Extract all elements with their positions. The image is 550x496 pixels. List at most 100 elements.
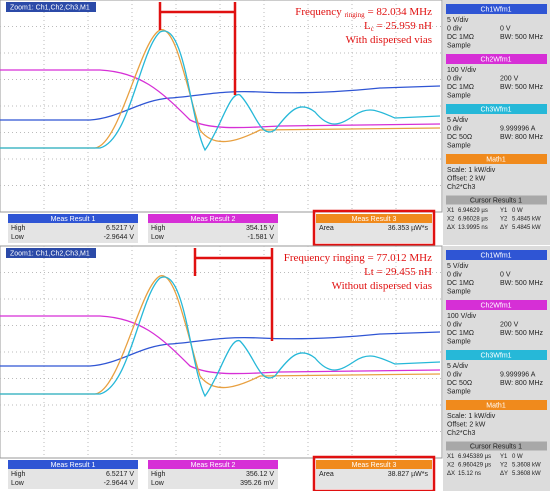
meas-header <box>316 460 432 469</box>
cursor-title: Cursor Results 1 <box>470 197 522 204</box>
channel-setting: Offset: 2 kW <box>447 175 486 182</box>
channel-header <box>446 104 547 114</box>
meas-value: -1.581 V <box>248 234 275 241</box>
annotation-part: Frequency <box>295 6 344 18</box>
annotation: With dispersed vias <box>346 34 432 46</box>
channel-setting: Sample <box>447 288 471 295</box>
waveform <box>0 275 441 395</box>
meas-title: Meas Result 2 <box>191 216 236 223</box>
meas-value: 354.15 V <box>246 225 274 232</box>
meas-label: Low <box>11 480 25 487</box>
channel-setting: BW: 500 MHz <box>500 280 544 287</box>
meas-body <box>8 469 138 489</box>
zoom-label: Zoom1: Ch1,Ch2,Ch3,M1 <box>10 4 90 11</box>
cursor-title: Cursor Results 1 <box>470 443 522 450</box>
channel-title: Ch3Wfm1 <box>480 352 511 359</box>
channel-setting: 0 V <box>500 271 511 278</box>
channel-setting: Sample <box>447 142 471 149</box>
zoom-tab <box>6 248 96 258</box>
channel-header <box>446 350 547 360</box>
annotation: Lt = 29.455 nH <box>364 266 432 278</box>
meas-body <box>316 469 432 489</box>
meas-body <box>8 223 138 243</box>
channel-title: Ch2Wfm1 <box>480 56 511 63</box>
channel-setting: 9.999996 A <box>500 371 536 378</box>
cursor-value: ΔX <box>447 225 455 231</box>
cursor-value: 0 W <box>512 454 523 460</box>
waveform <box>0 276 441 398</box>
channel-setting: DC 1MΩ <box>447 84 474 91</box>
meas-label: Low <box>151 480 165 487</box>
highlight-box <box>312 209 436 247</box>
cursor-value: Y1 <box>500 454 508 460</box>
channel-title: Ch1Wfm1 <box>480 252 511 259</box>
cursor-header <box>446 195 547 205</box>
cursor-value: 6.945389 µs <box>458 454 491 460</box>
channel-setting: 0 div <box>447 271 462 278</box>
cursor-value: 5.4845 kW <box>512 217 541 223</box>
zoom-label: Zoom1: Ch1,Ch2,Ch3,M1 <box>10 250 90 257</box>
meas-body <box>148 223 278 243</box>
meas-title: Meas Result 1 <box>51 216 96 223</box>
meas-label: High <box>11 471 26 478</box>
channel-setting: DC 50Ω <box>447 134 472 141</box>
meas-label: Area <box>319 225 334 232</box>
meas-value: 395.26 mV <box>240 480 274 487</box>
scope-panel: Zoom1: Ch1,Ch2,Ch3,M1 Frequency ringing =… <box>0 0 550 247</box>
channel-title: Math1 <box>486 402 506 409</box>
cursor-value: 13.9995 ns <box>458 225 488 231</box>
cursor-value: ΔX <box>447 471 455 477</box>
channel-setting: 0 div <box>447 371 462 378</box>
cursor-value: Y1 <box>500 208 508 214</box>
annotation-part: Lt = 29.455 nH <box>364 266 432 278</box>
channel-setting: Sample <box>447 338 471 345</box>
channel-title: Ch3Wfm1 <box>480 106 511 113</box>
meas-label: High <box>11 225 26 232</box>
annotation: Without dispersed vias <box>332 280 432 292</box>
channel-setting: 0 div <box>447 321 462 328</box>
cursor-value: X1 <box>447 454 455 460</box>
annotation: Lc = 25.959 nH <box>364 20 432 33</box>
annotation-part: ringing <box>344 11 365 19</box>
meas-header <box>8 460 138 469</box>
annotation-part: = 82.034 MHz <box>365 6 432 18</box>
waveform <box>0 331 441 367</box>
channel-setting: Scale: 1 kW/div <box>447 413 496 420</box>
channel-setting: 100 V/div <box>447 67 477 74</box>
waveform <box>0 69 441 129</box>
zoom-tab <box>6 2 96 12</box>
meas-value: -2.9644 V <box>104 234 135 241</box>
scope-panel: Zoom1: Ch1,Ch2,Ch3,M1 Frequency ringing =… <box>0 245 550 493</box>
channel-setting: 200 V <box>500 75 519 82</box>
cursor-value: ΔY <box>500 225 508 231</box>
cursor-value: 6.94629 µs <box>458 208 488 214</box>
waveform <box>0 29 441 149</box>
waveform <box>0 85 441 121</box>
meas-label: Low <box>11 234 25 241</box>
meas-label: High <box>151 225 166 232</box>
channel-setting: BW: 500 MHz <box>500 34 544 41</box>
channel-header <box>446 300 547 310</box>
channel-title: Ch2Wfm1 <box>480 302 511 309</box>
cursor-value: Y2 <box>500 217 508 223</box>
channel-setting: DC 1MΩ <box>447 34 474 41</box>
cursor-value: X2 <box>447 463 455 469</box>
cursor-value: X2 <box>447 217 455 223</box>
channel-setting: 0 V <box>500 25 511 32</box>
meas-value: 6.5217 V <box>106 225 134 232</box>
channel-setting: BW: 800 MHz <box>500 134 544 141</box>
meas-value: 36.353 µW*s <box>388 225 429 232</box>
meas-body <box>148 469 278 489</box>
waveform <box>0 315 441 375</box>
meas-title: Meas Result 3 <box>352 216 397 223</box>
meas-header <box>8 214 138 223</box>
channel-setting: BW: 800 MHz <box>500 380 544 387</box>
meas-value: 6.5217 V <box>106 471 134 478</box>
cursor-value: 5.4845 kW <box>512 225 541 231</box>
annotation-part: With dispersed vias <box>346 34 432 46</box>
channel-setting: DC 50Ω <box>447 380 472 387</box>
annotation: Frequency ringing = 77.012 MHz <box>284 252 432 264</box>
channel-setting: DC 1MΩ <box>447 330 474 337</box>
channel-setting: Scale: 1 kW/div <box>447 167 496 174</box>
channel-setting: 0 div <box>447 125 462 132</box>
